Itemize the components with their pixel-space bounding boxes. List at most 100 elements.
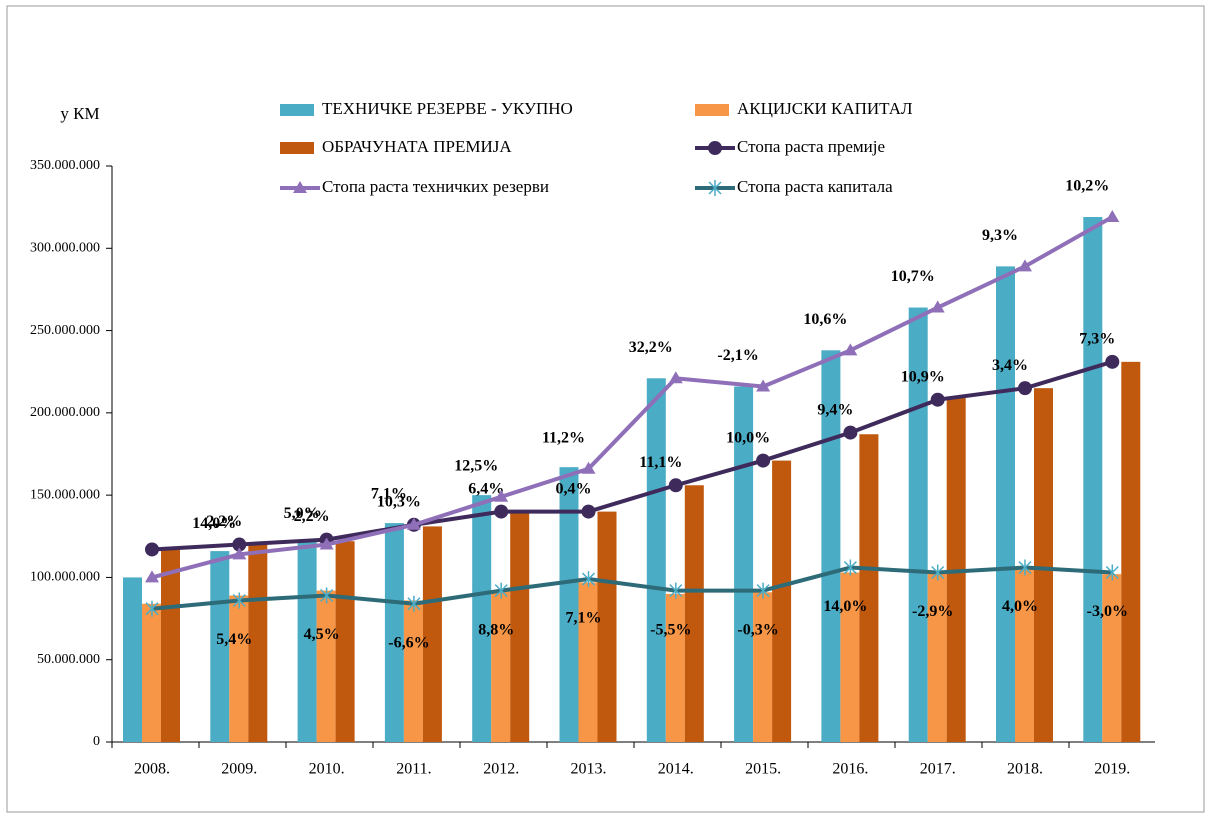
legend-swatch <box>280 142 314 154</box>
bar <box>908 307 928 742</box>
frame <box>6 5 1205 813</box>
line-marker <box>668 478 683 493</box>
bar <box>1034 388 1053 742</box>
line <box>151 359 1113 552</box>
line-marker <box>581 571 596 588</box>
line-marker <box>756 453 771 468</box>
point-label: -5,5% <box>650 621 691 638</box>
line-marker <box>494 582 508 599</box>
bar <box>297 541 317 742</box>
point-label: 5,0% <box>284 505 320 522</box>
bar <box>123 577 142 742</box>
y-tick-label: 350.000.000 <box>30 158 100 173</box>
bar <box>559 467 579 742</box>
point-label: 9,3% <box>982 227 1018 244</box>
line-marker <box>668 371 683 384</box>
bar <box>1121 361 1141 742</box>
point-label: 11,1% <box>639 454 682 471</box>
bar <box>210 551 230 742</box>
bar <box>927 572 947 742</box>
point-label: 11,2% <box>542 429 585 446</box>
bar <box>859 434 879 742</box>
point-label: 32,2% <box>629 339 673 356</box>
x-tick-label: 2016. <box>832 761 868 778</box>
line-marker <box>930 300 945 313</box>
bar <box>1102 574 1122 742</box>
line-marker <box>319 537 334 550</box>
line-marker <box>931 564 945 581</box>
line-marker <box>1018 259 1032 272</box>
line <box>151 215 1114 580</box>
line-marker <box>930 392 945 407</box>
x-tick-label: 2011. <box>396 761 431 778</box>
bar <box>1015 567 1034 742</box>
legend-label: ОБРАЧУНАТА ПРЕМИЈА <box>322 137 512 156</box>
line-marker <box>756 582 770 599</box>
line-marker <box>320 587 334 604</box>
point-label: 14,0% <box>192 515 236 532</box>
bar <box>684 485 704 742</box>
legend-label: АКЦИЈСКИ КАПИТАЛ <box>737 99 913 118</box>
point-label: 8,8% <box>478 621 514 638</box>
legend-label: Стопа раста премије <box>737 137 885 156</box>
legend-label: Стопа раста капитала <box>737 177 893 196</box>
line-marker <box>581 461 596 474</box>
line-marker <box>494 504 509 519</box>
bar <box>665 593 685 742</box>
bar <box>161 549 180 742</box>
line-marker <box>708 180 722 196</box>
y-tick-label: 250.000.000 <box>30 323 100 338</box>
x-tick-label: 2009. <box>221 761 257 778</box>
line-marker <box>581 504 596 519</box>
point-label: 10,9% <box>901 368 945 385</box>
bar <box>821 350 841 742</box>
point-label: 10,2% <box>1065 178 1109 195</box>
bar <box>422 526 442 742</box>
point-label: 10,6% <box>803 311 847 328</box>
line-marker <box>406 517 421 530</box>
x-tick-label: 2013. <box>571 761 607 778</box>
point-label: 2,2% <box>206 513 242 530</box>
point-label: 2,2% <box>294 508 330 525</box>
point-label: 4,5% <box>304 626 340 643</box>
point-label: 10,3% <box>377 493 421 510</box>
bar <box>248 544 268 742</box>
bar <box>996 266 1015 742</box>
line-marker <box>669 582 683 599</box>
bar <box>316 590 336 742</box>
y-tick-label: 0 <box>93 734 100 749</box>
legend-label: Стопа раста техничких резерви <box>322 177 549 196</box>
point-label: -3,0% <box>1087 603 1128 620</box>
bar <box>384 523 404 742</box>
x-tick-label: 2010. <box>309 761 345 778</box>
y-tick-label: 150.000.000 <box>30 487 100 502</box>
point-label: -2,9% <box>912 603 953 620</box>
point-label: 4,0% <box>1002 598 1038 615</box>
bar <box>772 460 792 742</box>
bar <box>734 386 754 742</box>
line-marker <box>756 379 771 392</box>
point-label: 14,0% <box>823 598 867 615</box>
x-tick-label: 2012. <box>483 761 519 778</box>
line-marker <box>1105 354 1120 369</box>
x-tick-label: 2017. <box>920 761 956 778</box>
y-tick-label: 200.000.000 <box>30 405 100 420</box>
point-label: 0,4% <box>556 480 592 497</box>
x-tick-label: 2014. <box>658 761 694 778</box>
point-label: 10,0% <box>726 429 770 446</box>
legend-swatch <box>695 104 729 116</box>
line-marker <box>407 595 421 612</box>
bar <box>142 603 161 742</box>
point-label: 7,1% <box>371 485 407 502</box>
line-marker <box>232 592 246 609</box>
line-marker <box>1105 210 1120 223</box>
line-marker <box>232 537 247 552</box>
line-marker <box>843 425 858 440</box>
line-marker <box>843 343 858 356</box>
bar <box>491 590 511 742</box>
bar <box>229 595 249 742</box>
line-marker <box>145 542 159 557</box>
y-tick-label: 100.000.000 <box>30 570 100 585</box>
point-label: -0,3% <box>737 621 778 638</box>
